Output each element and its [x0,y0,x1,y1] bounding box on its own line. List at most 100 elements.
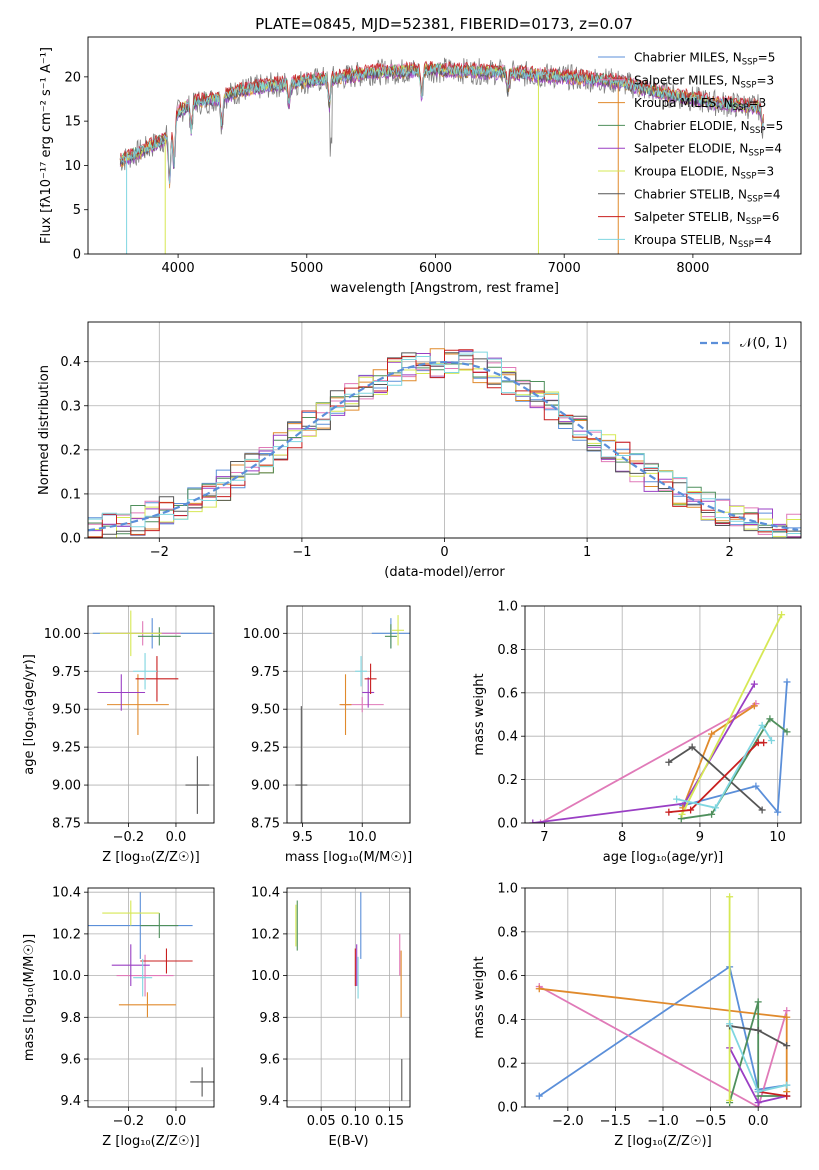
y-tick-label: 9.4 [259,1094,280,1109]
weight-marker [774,808,782,816]
y-tick-label: 9.4 [60,1094,81,1109]
axes-frame [87,605,215,824]
weight-marker [783,728,791,736]
x-tick-label: 4000 [162,261,195,276]
weight-vs-z-panel: −2.0 −1.5 −1.0 −0.5 0.0 0.0 0.2 0.4 0.6 0.8 1.0 Z [… [472,882,802,1149]
weight-marker [688,743,696,751]
x-tick-label: −1 [292,545,311,560]
plot-area [119,57,764,254]
weight-marker [783,1007,791,1015]
weight-series-line [540,702,757,823]
y-tick-label: 10.00 [44,627,81,642]
x-tick-label: 10 [769,830,786,845]
weight-series-line [676,723,773,809]
gridlines [287,888,410,1107]
legend-entry: Kroupa STELIB, NSSP=4 [634,233,772,250]
x-tick-label: 0.10 [341,1114,370,1129]
legend-entry: Salpeter ELODIE, NSSP=4 [634,142,782,159]
age-vs-z-panel: −0.2 0.0 8.75 9.00 9.25 9.50 9.75 10.00 Z [log₁₀… [22,605,215,865]
legend-entry: Chabrier STELIB, NSSP=4 [634,187,781,204]
weight-marker [726,1096,734,1104]
data-point [111,944,150,987]
weight-series-line [758,1090,787,1097]
y-tick-label: 9.00 [251,779,280,794]
x-tick-label: −0.2 [113,1114,145,1129]
weight-marker [758,721,766,729]
x-tick-label: 8000 [676,261,709,276]
data-point [384,624,397,649]
plot-area [295,615,410,823]
y-tick-label: 1.0 [497,600,518,615]
spectrum-panel: 4000 5000 6000 7000 8000 0 5 10 15 20 wavelength [… [39,36,802,296]
legend-entry: Chabrier ELODIE, NSSP=5 [634,119,783,136]
y-tick-label: 20 [64,70,81,85]
gridlines [88,888,214,1107]
weight-series-line [532,683,756,823]
weight-marker [665,758,673,766]
y-tick-label: 1.0 [497,882,518,897]
x-tick-label: 8 [618,830,626,845]
x-tick-label: 5000 [290,261,323,276]
legend-entry: Kroupa MILES, NSSP=3 [634,96,766,113]
y-tick-label: 0.4 [497,730,518,745]
weight-marker [783,1042,791,1050]
y-tick-label: 10.0 [52,969,81,984]
x-tick-label: −0.5 [695,1114,727,1129]
weight-series-line [728,1001,787,1103]
x-axis-label: E(B-V) [328,1134,368,1149]
data-point [97,674,146,711]
y-tick-label: 10 [64,159,81,174]
y-tick-label: 0.8 [497,643,518,658]
weight-series-line [682,681,788,815]
x-axis-label: Z [log₁₀(Z/Z☉)] [614,1134,711,1149]
axes-frame [87,36,802,255]
x-axis-label: Z [log₁₀(Z/Z☉)] [102,850,199,865]
y-tick-label: 0.1 [60,487,81,502]
x-axis-label: mass [log₁₀(M/M☉)] [285,850,412,865]
gridlines [287,606,410,824]
data-point [355,656,368,687]
weight-marker [766,715,774,723]
y-tick-label: 10.0 [251,969,280,984]
x-tick-label: 0.0 [748,1114,769,1129]
legend-entry: Salpeter MILES, NSSP=3 [634,73,774,90]
plot-area [88,892,214,1097]
y-tick-label: 9.25 [251,741,280,756]
x-axis-label: age [log₁₀(age/yr)] [603,850,724,865]
x-tick-label: 6000 [419,261,452,276]
y-tick-label: 9.75 [251,665,280,680]
data-point [135,656,179,702]
x-tick-label: 0 [440,545,448,560]
data-point [364,663,377,695]
weight-marker [760,739,768,747]
y-tick-label: 9.00 [52,779,81,794]
y-tick-label: 0.0 [497,1101,518,1116]
x-tick-label: −0.2 [113,830,145,845]
plot-area [535,893,791,1107]
legend: Chabrier MILES, NSSP=5 Salpeter MILES, NS… [598,51,783,250]
data-point [137,627,181,646]
plot-area [529,611,791,823]
weight-series-line [538,985,788,1107]
gridlines [525,887,801,1108]
normal-curve [88,360,799,532]
data-point [133,653,157,690]
mass-vs-ebv-panel: 0.05 0.10 0.15 9.4 9.6 9.8 10.0 10.2 10.4 E(B-V) [251,886,411,1149]
x-tick-label: 9 [696,830,704,845]
y-tick-label: 0.4 [60,355,81,370]
y-tick-label: 0.4 [497,1013,518,1028]
x-tick-label: 0.05 [307,1114,336,1129]
x-tick-label: −1.5 [600,1114,632,1129]
x-tick-label: 1 [583,545,591,560]
x-tick-label: −1.0 [647,1114,679,1129]
y-tick-label: 10.2 [251,927,280,942]
axes-frame [524,605,802,824]
data-point [295,706,308,823]
legend: 𝒩(0, 1) [700,336,787,351]
y-tick-label: 9.50 [251,703,280,718]
weight-series-line [681,717,788,820]
weight-marker [754,1088,762,1096]
weight-marker [758,806,766,814]
y-axis-label: mass [log₁₀(M/M☉)] [22,934,37,1061]
axes-frame [87,887,215,1108]
